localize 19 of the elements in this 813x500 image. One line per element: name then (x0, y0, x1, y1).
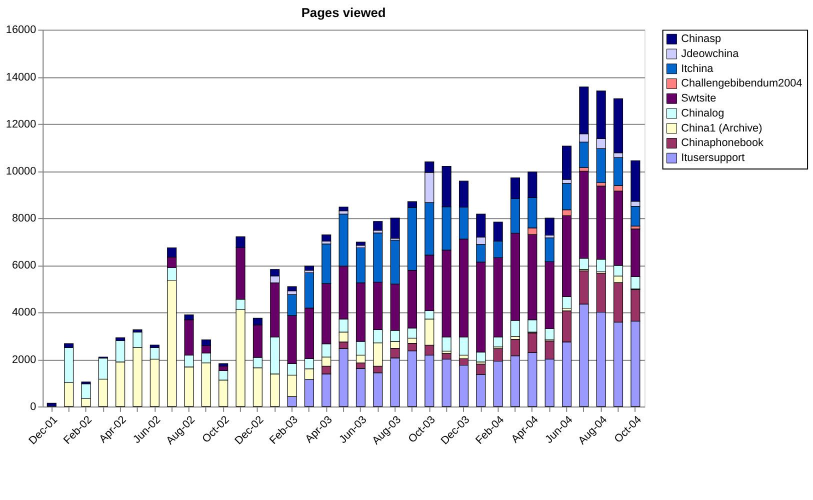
legend-label: Chinalog (681, 107, 724, 120)
y-tick-label: 12000 (6, 118, 36, 130)
legend-label: Challengebibendum2004 (681, 78, 802, 90)
legend-label: Itchina (681, 62, 714, 75)
chart-title: Pages viewed (301, 4, 386, 20)
legend-label: Chinaphonebook (681, 137, 764, 150)
y-tick-label: 0 (30, 400, 36, 413)
y-tick-label: 6000 (12, 260, 36, 272)
y-tick-label: 14000 (6, 71, 36, 84)
y-tick-label: 16000 (6, 24, 36, 36)
legend-label: Swtsite (681, 92, 716, 105)
legend-label: Jdeowchina (681, 48, 740, 60)
y-tick-label: 10000 (6, 165, 36, 178)
y-tick-label: 8000 (12, 212, 36, 225)
y-tick-label: 2000 (12, 354, 36, 366)
legend-label: Itusersupport (681, 152, 745, 164)
y-tick-label: 4000 (12, 306, 36, 319)
legend-label: China1 (Archive) (681, 122, 762, 134)
legend-label: Chinasp (681, 33, 722, 46)
